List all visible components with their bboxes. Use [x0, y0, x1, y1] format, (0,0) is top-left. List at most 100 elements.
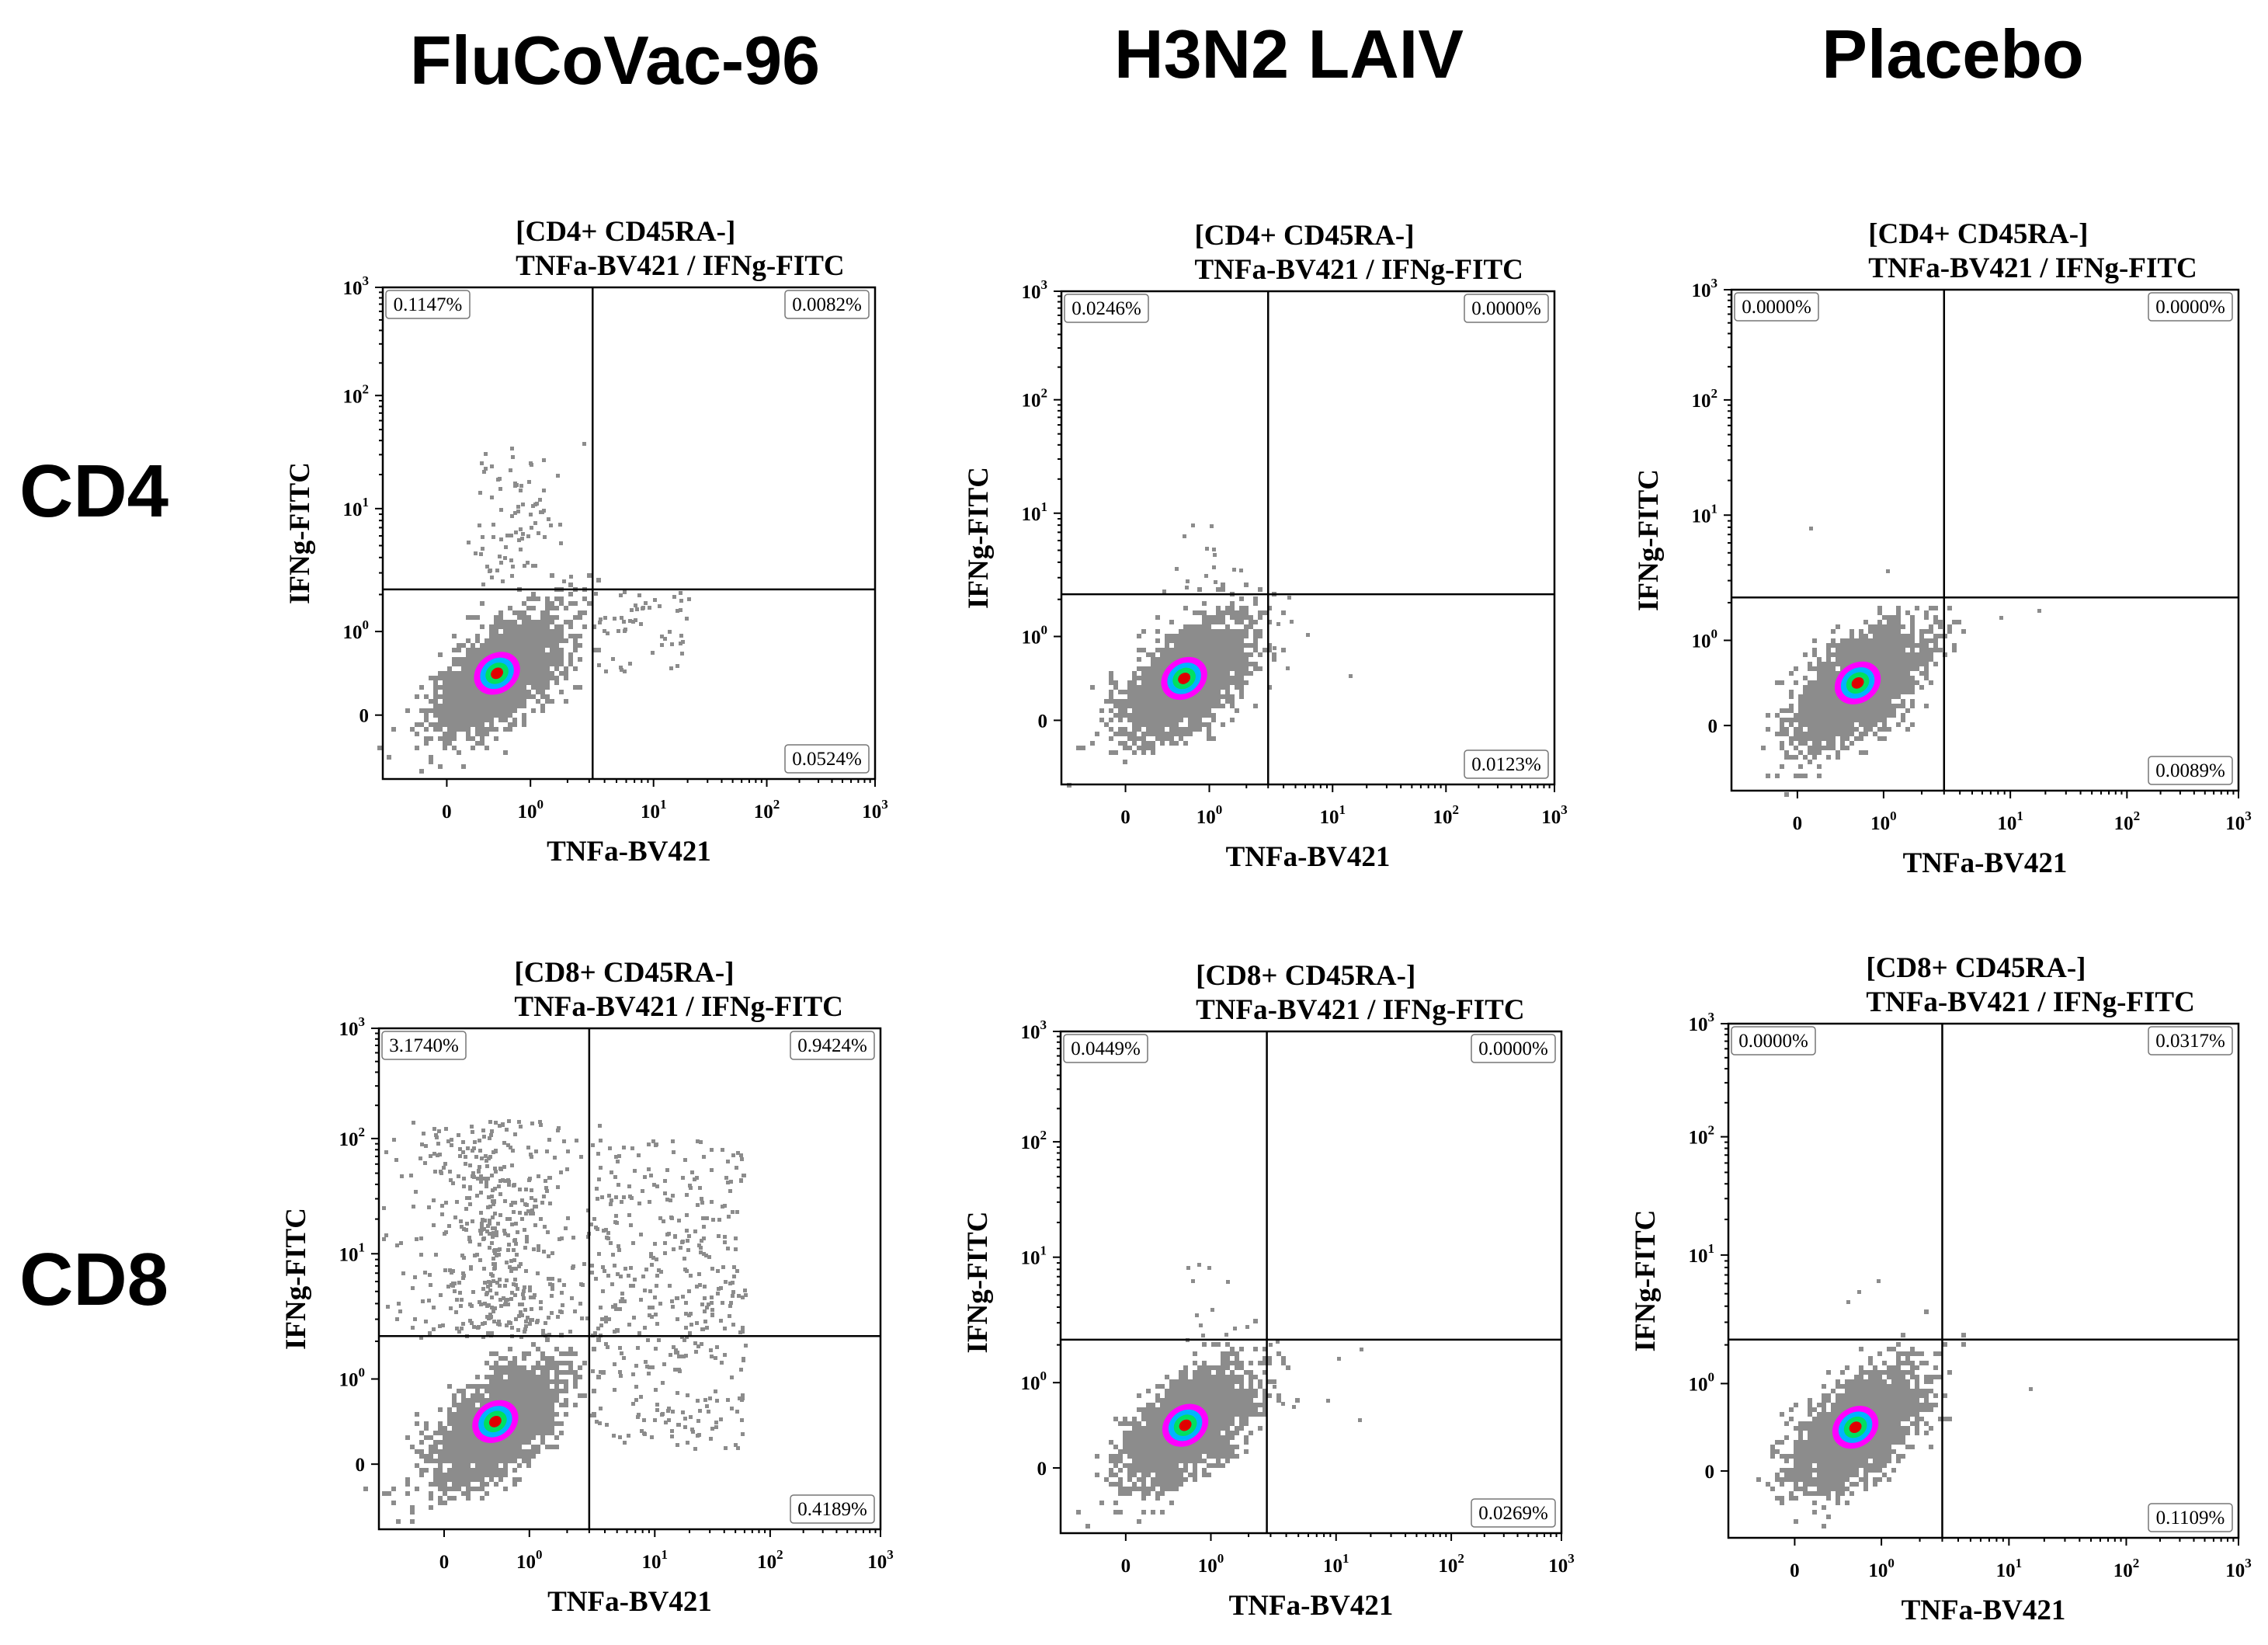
event-dot — [489, 718, 494, 722]
event-dot — [542, 458, 546, 462]
event-dot — [1211, 629, 1216, 634]
event-dot — [475, 722, 480, 727]
event-dot — [1258, 634, 1263, 638]
event-dot — [508, 713, 512, 718]
event-dot — [556, 474, 560, 478]
event-dot — [424, 694, 429, 699]
event-dot — [550, 615, 554, 620]
event-dot — [522, 620, 526, 624]
event-dot — [526, 680, 531, 685]
event-dot — [466, 718, 471, 722]
event-dot — [494, 629, 498, 634]
event-dot — [616, 629, 620, 633]
event-dot — [480, 601, 485, 606]
figure-headers: FluCoVac-96 H3N2 LAIV Placebo CD4 CD8 — [19, 16, 2084, 1321]
event-dot — [457, 643, 461, 648]
event-dot — [461, 713, 466, 718]
event-dot — [485, 727, 489, 732]
event-dot — [679, 599, 683, 603]
event-dot — [433, 727, 438, 732]
event-dot — [540, 638, 545, 643]
event-dot — [517, 538, 521, 542]
event-dot — [471, 662, 475, 666]
event-dot — [545, 620, 550, 624]
event-dot — [1104, 699, 1109, 704]
event-dot — [452, 746, 457, 750]
event-dot — [478, 523, 481, 527]
event-dot — [531, 708, 536, 713]
event-dot — [467, 541, 471, 544]
event-dot — [424, 708, 429, 713]
event-dot — [443, 694, 447, 699]
event-dot — [531, 504, 535, 508]
event-dot — [452, 671, 457, 676]
event-dot — [475, 718, 480, 722]
event-dot — [1146, 718, 1151, 722]
event-dot — [466, 671, 471, 676]
event-dot — [512, 694, 517, 699]
event-dot — [550, 662, 554, 666]
event-dot — [1253, 596, 1258, 601]
event-dot — [461, 685, 466, 690]
event-dot — [1188, 624, 1193, 629]
event-dot — [1151, 741, 1155, 746]
event-dot — [1174, 718, 1179, 722]
event-dot — [526, 561, 530, 565]
event-dot — [498, 699, 503, 704]
quadrant-upper-left: 0.1147% — [385, 290, 471, 319]
event-dot — [517, 638, 522, 643]
event-dot — [466, 722, 471, 727]
event-dot — [536, 629, 540, 634]
event-dot — [545, 662, 550, 666]
event-dot — [457, 694, 461, 699]
event-dot — [526, 606, 531, 610]
event-dot — [452, 694, 457, 699]
event-dot — [466, 708, 471, 713]
event-dot — [512, 699, 517, 704]
event-dot — [1207, 722, 1211, 727]
event-dot — [475, 615, 480, 620]
event-dot — [489, 624, 494, 629]
event-dot — [503, 643, 508, 648]
event-dot — [526, 671, 531, 676]
event-dot — [578, 610, 582, 615]
event-dot — [623, 669, 627, 673]
event-dot — [503, 699, 508, 704]
event-dot — [1169, 638, 1174, 643]
y-tick-label: 102 — [343, 381, 370, 407]
event-dot — [521, 503, 525, 506]
event-dot — [494, 713, 498, 718]
event-dot — [512, 638, 517, 643]
event-dot — [508, 606, 512, 610]
event-dot — [540, 648, 545, 652]
event-dot — [526, 596, 531, 601]
event-dot — [550, 606, 554, 610]
event-dot — [530, 526, 533, 530]
event-dot — [536, 680, 540, 685]
event-dot — [438, 708, 443, 713]
event-dot — [1202, 629, 1207, 634]
event-dot — [1216, 685, 1221, 690]
event-dot — [1193, 727, 1197, 732]
event-dot — [438, 722, 443, 727]
event-dot — [1193, 648, 1197, 652]
event-dot — [1109, 750, 1113, 755]
event-dot — [568, 624, 573, 629]
event-dot — [475, 713, 480, 718]
event-dot — [559, 671, 564, 676]
event-dot — [545, 699, 550, 704]
event-dot — [1160, 741, 1165, 746]
event-dot — [457, 722, 461, 727]
event-dot — [1230, 648, 1235, 652]
event-dot — [545, 643, 550, 648]
event-dot — [433, 690, 438, 694]
event-dot — [1216, 606, 1221, 610]
event-dot — [1202, 648, 1207, 652]
row-header-cd8: CD8 — [19, 1238, 168, 1321]
event-dot — [1141, 750, 1146, 755]
event-dot — [554, 648, 559, 652]
event-dot — [517, 624, 522, 629]
event-dot — [1132, 732, 1137, 736]
event-dot — [429, 699, 433, 704]
event-dot — [490, 576, 494, 579]
